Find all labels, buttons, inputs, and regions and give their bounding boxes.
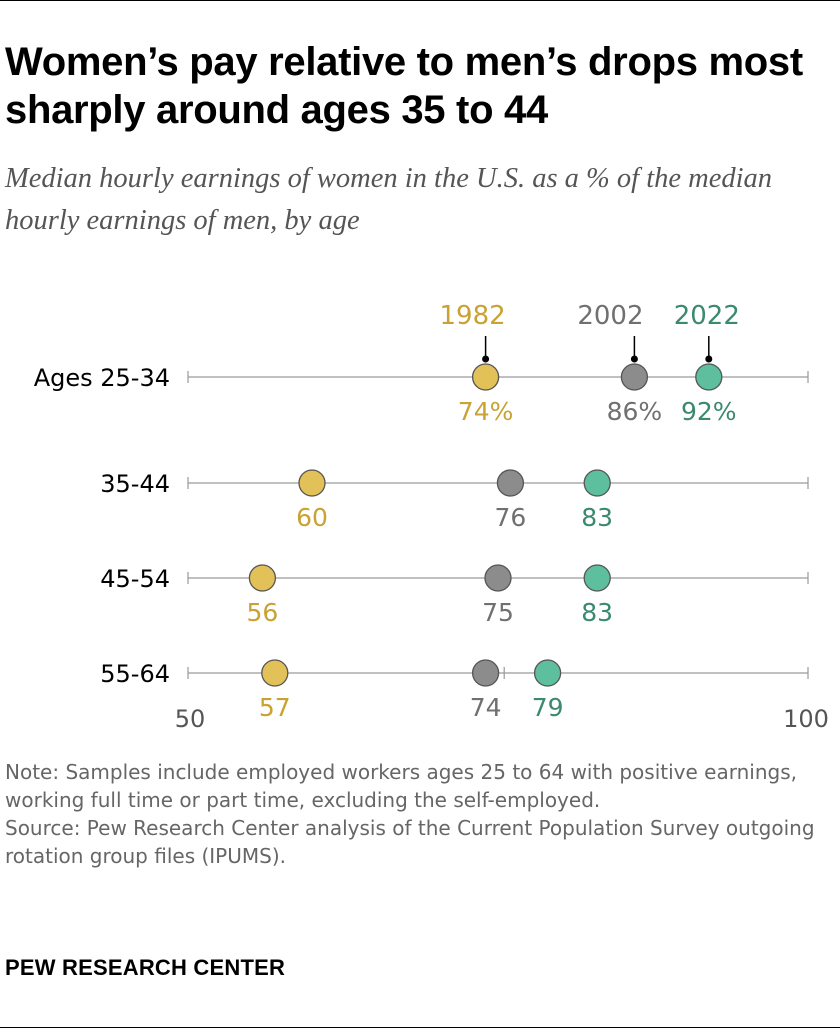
category-label: 45-54: [100, 565, 170, 593]
data-label: 76: [494, 503, 526, 532]
data-label: 75: [482, 598, 514, 627]
data-point: [484, 564, 512, 592]
top-rule: [0, 0, 840, 1]
category-label: 35-44: [100, 470, 170, 498]
axis-min-label: 50: [175, 705, 206, 733]
source-text: Source: Pew Research Center analysis of …: [5, 816, 815, 868]
data-label: 74: [470, 693, 502, 722]
legend-leader-dot: [705, 355, 713, 363]
data-label: 74%: [458, 397, 514, 426]
data-point: [583, 564, 611, 592]
legend-leader-dot: [630, 355, 638, 363]
pew-logo-text: PEW RESEARCH CENTER: [5, 955, 286, 980]
data-point: [533, 659, 562, 687]
data-label: 60: [296, 503, 328, 532]
legend-label: 1982: [440, 301, 506, 331]
data-label: 83: [581, 503, 613, 532]
data-point: [471, 659, 500, 687]
data-point: [583, 469, 611, 497]
data-point: [261, 659, 289, 687]
data-point: [471, 363, 500, 391]
data-point: [298, 469, 326, 497]
legend-label: 2002: [577, 301, 643, 331]
category-label: 55-64: [100, 660, 170, 688]
legend-label: 2022: [674, 301, 740, 331]
category-label: Ages 25-34: [34, 364, 170, 392]
chart-subtitle: Median hourly earnings of women in the U…: [5, 163, 773, 236]
data-point: [496, 469, 525, 497]
data-label: 83: [581, 598, 613, 627]
data-point: [620, 363, 649, 391]
data-label: 92%: [681, 397, 737, 426]
dot-plot-chart: Ages 25-34 35-44 45-54 55-64 1982 2002 2022 74%…: [34, 301, 829, 733]
data-point: [248, 564, 277, 592]
chart-title: Women’s pay relative to men’s drops most…: [5, 40, 803, 132]
data-label: 79: [532, 693, 564, 722]
axis-max-label: 100: [783, 705, 829, 733]
data-point: [695, 363, 723, 391]
data-label: 56: [246, 598, 278, 627]
data-label: 86%: [607, 397, 663, 426]
bottom-rule: [0, 1027, 840, 1028]
note-text: Note: Samples include employed workers a…: [5, 760, 797, 812]
notes-block: Note: Samples include employed workers a…: [5, 758, 825, 870]
data-label: 57: [259, 693, 291, 722]
legend-leader-dot: [482, 355, 490, 363]
